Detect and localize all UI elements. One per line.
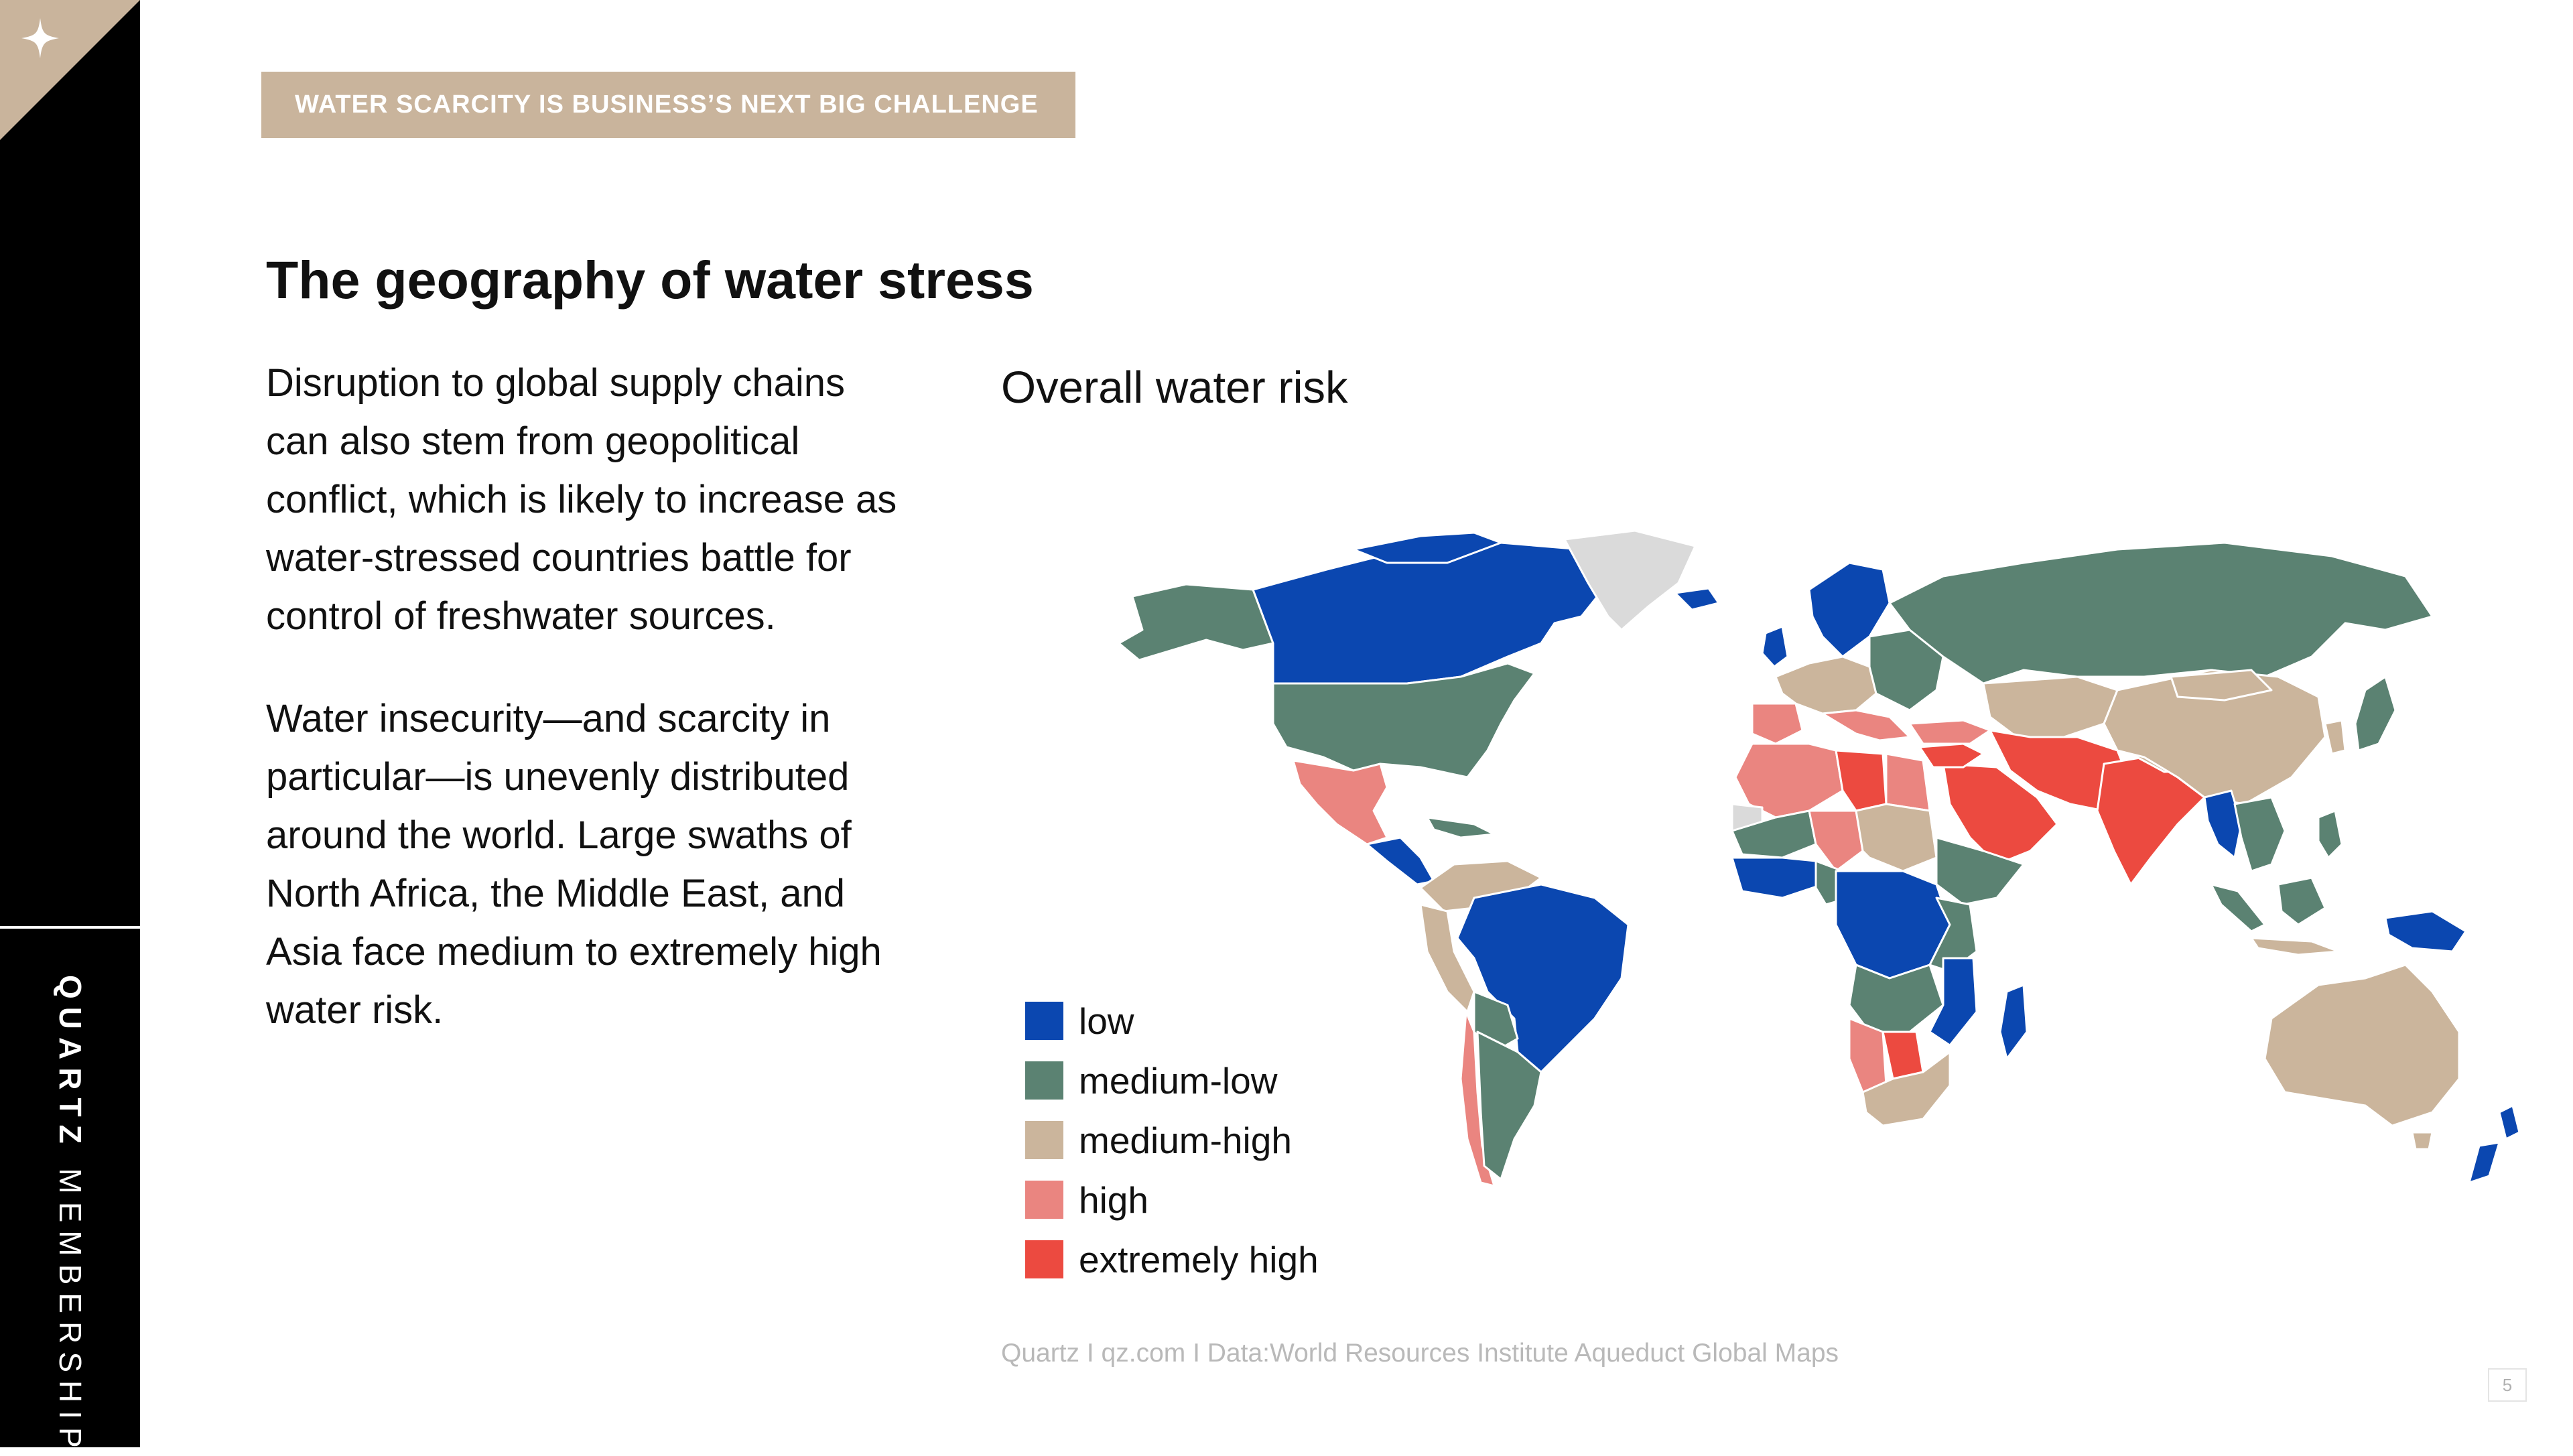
- legend-swatch: [1025, 1240, 1063, 1278]
- region-central-asia: [1982, 675, 2119, 738]
- brand-wordmark: QUARTZ MEMBERSHIP: [53, 975, 88, 1456]
- region-mongolia: [2170, 669, 2273, 702]
- legend-label: extremely high: [1079, 1239, 1319, 1280]
- brand-name-regular: MEMBERSHIP: [53, 1168, 88, 1456]
- region-new-zealand: [2498, 1104, 2521, 1140]
- page-number: 5: [2488, 1368, 2527, 1402]
- region-philippines: [2317, 809, 2343, 859]
- region-java: [2250, 937, 2340, 956]
- region-mexico: [1292, 759, 1388, 846]
- region-korea: [2324, 719, 2347, 755]
- legend-label: medium-low: [1079, 1060, 1278, 1102]
- corner-tab: [0, 0, 140, 140]
- region-libya: [1835, 749, 1888, 812]
- page-title: The geography of water stress: [266, 250, 1034, 310]
- region-tasmania: [2411, 1131, 2434, 1150]
- region-australia: [2263, 964, 2460, 1127]
- region-uk: [1761, 625, 1789, 668]
- body-text: Disruption to global supply chains can a…: [266, 354, 909, 1083]
- region-angola-zambia: [1848, 964, 1944, 1033]
- region-niger-chad: [1808, 809, 1864, 872]
- region-egypt: [1885, 752, 1931, 812]
- region-new-zealand-south: [2468, 1141, 2501, 1184]
- brand-name-bold: QUARTZ: [53, 975, 88, 1152]
- region-iceland: [1674, 587, 1720, 611]
- region-mozambique: [1928, 957, 1978, 1047]
- region-levant: [1918, 742, 1985, 769]
- region-arabia: [1942, 763, 2058, 866]
- region-arctic-islands: [1352, 531, 1502, 564]
- region-chile: [1459, 1010, 1496, 1187]
- legend-label: medium-high: [1079, 1120, 1292, 1161]
- legend-label: low: [1079, 1000, 1134, 1042]
- region-iberia: [1751, 702, 1804, 745]
- region-argentina: [1476, 1031, 1542, 1181]
- region-south-africa: [1861, 1051, 1951, 1127]
- region-usa: [1272, 662, 1536, 779]
- source-credit: Quartz I qz.com I Data:World Resources I…: [1001, 1339, 1839, 1368]
- region-japan: [2354, 675, 2397, 752]
- region-italy-balkans: [1821, 709, 1911, 742]
- region-sumatra: [2210, 883, 2266, 933]
- legend-label: high: [1079, 1179, 1148, 1221]
- region-new-guinea: [2384, 910, 2467, 953]
- region-borneo: [2277, 876, 2326, 926]
- region-indochina: [2233, 796, 2286, 872]
- body-paragraph: Disruption to global supply chains can a…: [266, 361, 897, 638]
- region-turkey: [1908, 719, 1991, 745]
- legend-swatch: [1025, 1181, 1063, 1219]
- side-rail: QUARTZ MEMBERSHIP: [0, 0, 140, 1456]
- world-water-risk-map: [1072, 523, 2546, 1226]
- region-madagascar: [1999, 984, 2028, 1060]
- map-title: Overall water risk: [1001, 362, 1348, 413]
- body-paragraph: Water insecurity—and scarcity in particu…: [266, 697, 882, 1032]
- region-sudan: [1855, 803, 1938, 872]
- rail-divider: [0, 926, 140, 929]
- region-central-america: [1366, 836, 1435, 886]
- region-caribbean: [1426, 816, 1496, 839]
- region-west-africa-coast: [1731, 856, 1824, 899]
- sparkle-icon: [21, 18, 59, 58]
- region-western-europe: [1774, 655, 1877, 715]
- region-botswana: [1882, 1031, 1924, 1080]
- region-alaska: [1118, 583, 1274, 661]
- region-peru: [1419, 903, 1475, 1013]
- legend-swatch: [1025, 1061, 1063, 1100]
- region-myanmar: [2203, 789, 2243, 859]
- region-russia: [1888, 541, 2434, 685]
- region-greenland: [1563, 529, 1697, 631]
- legend-swatch: [1025, 1121, 1063, 1159]
- region-brazil: [1456, 883, 1630, 1073]
- legend-swatch: [1025, 1002, 1063, 1040]
- section-label: WATER SCARCITY IS BUSINESS’S NEXT BIG CH…: [261, 72, 1075, 138]
